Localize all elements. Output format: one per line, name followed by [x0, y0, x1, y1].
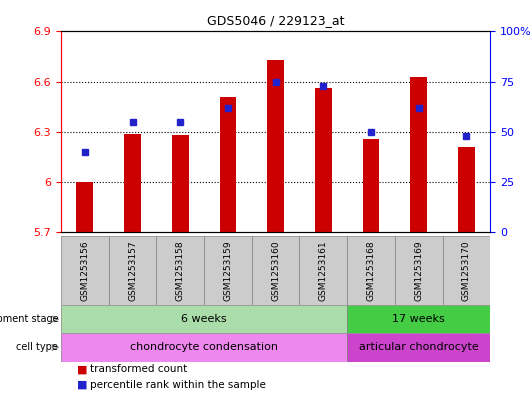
Text: GSM1253170: GSM1253170	[462, 240, 471, 301]
Bar	[347, 236, 395, 305]
Text: 17 weeks: 17 weeks	[392, 314, 445, 324]
Bar	[443, 236, 490, 305]
Text: GSM1253156: GSM1253156	[81, 240, 89, 301]
Bar	[61, 236, 109, 305]
Bar	[347, 333, 490, 362]
Bar	[76, 182, 93, 232]
Bar	[204, 236, 252, 305]
Bar	[61, 333, 347, 362]
Text: ■: ■	[77, 380, 87, 390]
Text: ■: ■	[77, 364, 87, 375]
Bar	[156, 236, 204, 305]
Text: GSM1253157: GSM1253157	[128, 240, 137, 301]
Text: GSM1253160: GSM1253160	[271, 240, 280, 301]
Text: percentile rank within the sample: percentile rank within the sample	[90, 380, 266, 390]
Text: cell type: cell type	[16, 342, 58, 353]
Bar	[410, 77, 427, 232]
Text: GSM1253159: GSM1253159	[224, 240, 232, 301]
Text: GSM1253161: GSM1253161	[319, 240, 328, 301]
Text: chondrocyte condensation: chondrocyte condensation	[130, 342, 278, 353]
Text: GSM1253169: GSM1253169	[414, 240, 423, 301]
Bar	[124, 134, 141, 232]
Text: 6 weeks: 6 weeks	[181, 314, 227, 324]
Bar	[395, 236, 443, 305]
Bar	[267, 60, 284, 232]
Text: GSM1253168: GSM1253168	[367, 240, 375, 301]
Text: development stage: development stage	[0, 314, 58, 324]
Bar	[299, 236, 347, 305]
Bar	[363, 139, 379, 232]
Bar	[61, 305, 347, 333]
Bar	[458, 147, 475, 232]
Text: articular chondrocyte: articular chondrocyte	[359, 342, 479, 353]
Bar	[219, 97, 236, 232]
Bar	[109, 236, 156, 305]
Bar	[252, 236, 299, 305]
Title: GDS5046 / 229123_at: GDS5046 / 229123_at	[207, 15, 344, 28]
Bar	[347, 305, 490, 333]
Text: transformed count: transformed count	[90, 364, 187, 375]
Text: GSM1253158: GSM1253158	[176, 240, 184, 301]
Bar	[315, 88, 332, 232]
Bar	[172, 135, 189, 232]
